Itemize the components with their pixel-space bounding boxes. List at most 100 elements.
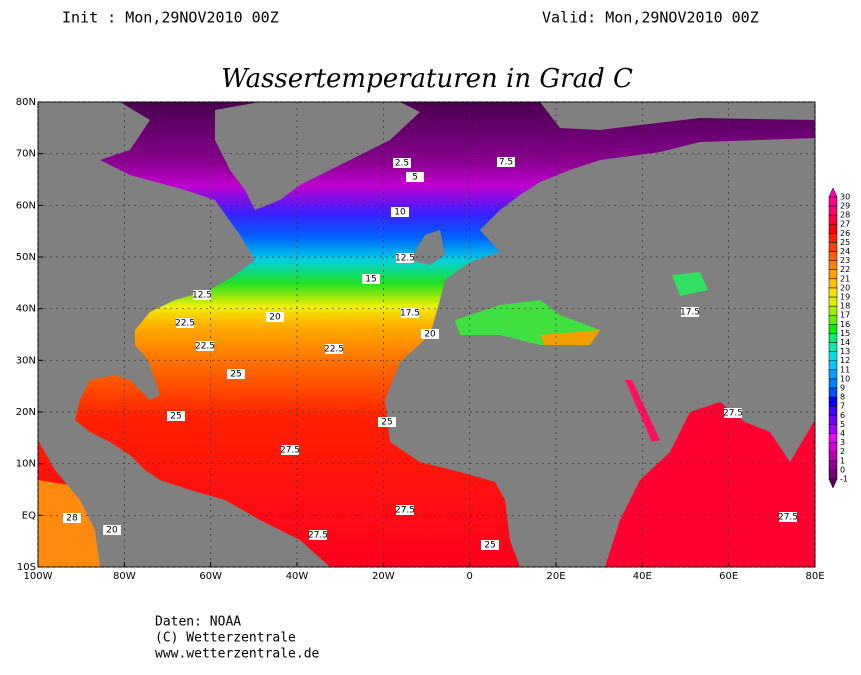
colorbar-label: 5	[840, 420, 845, 429]
map-title: Wassertemperaturen in Grad C	[221, 64, 633, 94]
colorbar-segment	[828, 333, 838, 343]
colorbar-label: 30	[840, 192, 850, 201]
colorbar-label: 24	[840, 247, 850, 256]
contour-label-box	[281, 445, 299, 455]
y-tick-label: EQ	[22, 510, 36, 521]
contour-label: 2.5	[395, 159, 409, 169]
x-tick-label: 0	[466, 571, 472, 582]
x-tick-label: 100W	[24, 571, 53, 582]
indian-ocean	[605, 402, 815, 567]
contour-label: 12.5	[395, 254, 415, 264]
x-tick-label: 20E	[546, 571, 565, 582]
y-tick-label: 40N	[16, 304, 36, 315]
colorbar-triangle	[828, 187, 838, 198]
contour-label-box	[481, 540, 499, 550]
colorbar-label: 10	[840, 374, 850, 383]
x-tick-label: 80W	[113, 571, 136, 582]
contour-label: 27.5	[723, 409, 743, 419]
colorbar-label: 19	[840, 293, 850, 302]
contour-label-box	[421, 329, 439, 339]
colorbar-segment	[828, 433, 838, 443]
colorbar-segment	[828, 415, 838, 425]
contour-label-box	[362, 274, 380, 284]
contour-label-box	[309, 530, 327, 540]
colorbar-label: 2	[840, 447, 845, 456]
east-med	[540, 330, 600, 345]
colorbar-segment	[828, 196, 838, 207]
contour-label-box	[401, 308, 419, 318]
colorbar-label: 4	[840, 429, 845, 438]
colorbar-label: 12	[840, 356, 850, 365]
contour-label: 20	[106, 526, 118, 536]
contour-label: 27.5	[280, 446, 300, 456]
colorbar-label: 9	[840, 384, 845, 393]
colorbar-segment	[828, 387, 838, 398]
map	[37, 101, 816, 568]
x-tick-label: 60W	[199, 571, 222, 582]
contour-label-box	[63, 513, 81, 523]
contour-label: 27.5	[308, 531, 328, 541]
y-tick-label: 70N	[16, 149, 36, 160]
contour-label: 25	[484, 541, 495, 551]
colorbar-label: 13	[840, 347, 850, 356]
colorbar-segment	[828, 424, 838, 434]
contour-label: 5	[412, 173, 418, 183]
colorbar-segment	[828, 242, 838, 252]
colorbar-segment	[828, 287, 838, 298]
footer-url: www.wetterzentrale.de	[155, 647, 320, 662]
x-tick-label: 40E	[633, 571, 652, 582]
y-tick-label: 20N	[16, 407, 36, 418]
contour-label: 15	[365, 275, 376, 285]
contour-label: 27.5	[395, 506, 415, 516]
colorbar-segment	[828, 405, 838, 416]
contour-label-box	[196, 341, 214, 351]
contour-label-box	[167, 411, 185, 421]
colorbar-label: 18	[840, 302, 850, 311]
colorbar-segment	[828, 460, 838, 471]
colorbar-segment	[828, 305, 838, 316]
colorbar-label: 17	[840, 311, 850, 320]
contour-label-box	[193, 290, 211, 300]
colorbar-label: 26	[840, 229, 850, 238]
contour-label: 25	[381, 418, 392, 428]
valid-time: Valid: Mon,29NOV2010 00Z	[542, 9, 759, 27]
y-tick-label: 30N	[16, 355, 36, 366]
footer-copyright: (C) Wetterzentrale	[155, 631, 296, 646]
colorbar-triangle	[828, 478, 838, 489]
colorbar-segment	[828, 342, 838, 352]
contour-label-box	[325, 344, 343, 354]
colorbar-label: 15	[840, 329, 850, 338]
contour-label-box	[103, 525, 121, 535]
colorbar-label: 8	[840, 393, 845, 402]
colorbar-segment	[828, 360, 838, 371]
contour-label: 25	[230, 370, 241, 380]
red-sea	[625, 380, 660, 442]
colorbar-label: -1	[840, 475, 848, 484]
colorbar-label: 25	[840, 238, 850, 247]
colorbar-segment	[828, 260, 838, 270]
contour-label-box	[393, 158, 411, 168]
contour-label-box	[396, 505, 414, 515]
map-frame	[37, 101, 816, 568]
colorbar-label: 22	[840, 265, 850, 274]
contour-label: 28	[66, 514, 78, 524]
colorbar-segment	[828, 314, 838, 325]
contour-label: 20	[424, 330, 436, 340]
colorbar-segment	[828, 214, 838, 225]
colorbar-label: 21	[840, 274, 850, 283]
contour-label-box	[681, 307, 699, 317]
colorbar-label: 6	[840, 411, 845, 420]
contour-label: 20	[269, 313, 281, 323]
footer-source: Daten: NOAA	[155, 615, 241, 630]
x-tick-label: 60E	[719, 571, 738, 582]
y-tick-label: 10N	[16, 459, 36, 470]
colorbar-segment	[828, 451, 838, 462]
contour-label-box	[266, 312, 284, 322]
contour-label: 10	[394, 208, 406, 218]
contour-label: 22.5	[324, 345, 344, 355]
contour-label: 12.5	[192, 291, 212, 301]
contour-label: 25	[170, 412, 181, 422]
colorbar-label: 0	[840, 465, 845, 474]
contour-label-box	[176, 318, 194, 328]
colorbar-segment	[828, 324, 838, 334]
